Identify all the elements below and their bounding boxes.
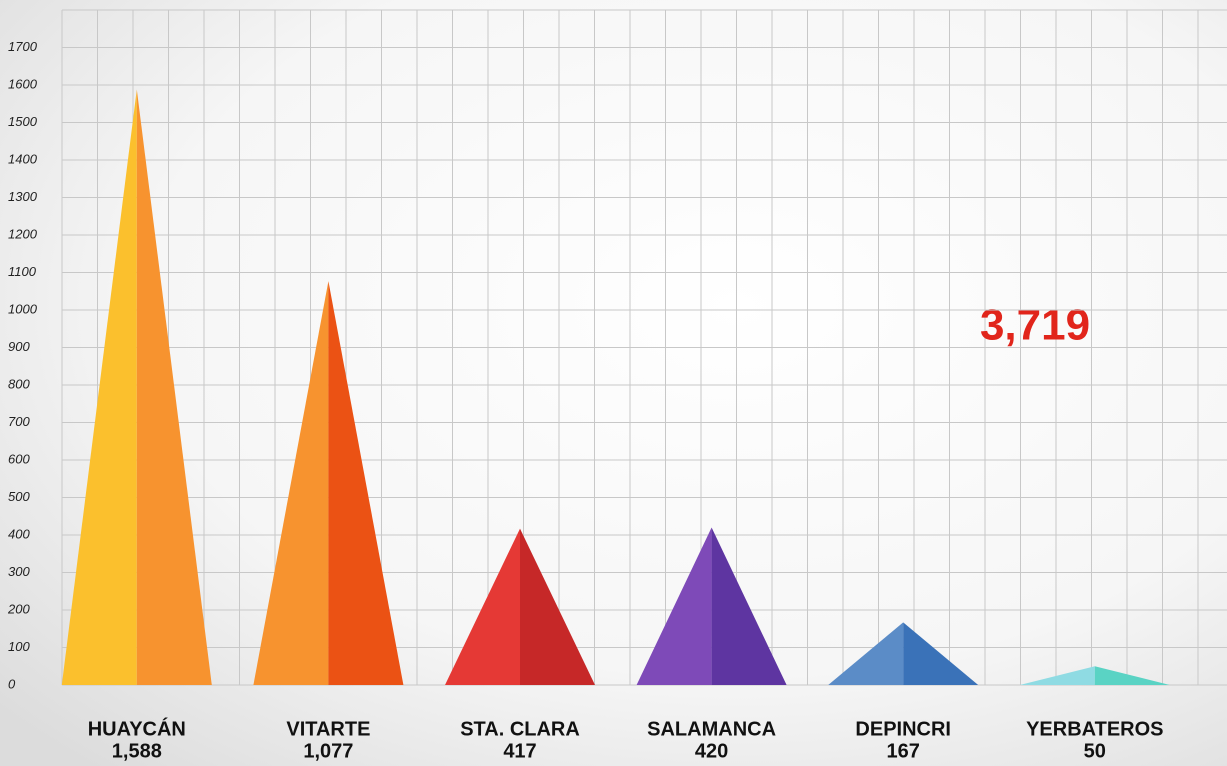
y-tick-label: 1600 (8, 76, 38, 91)
y-tick-label: 900 (8, 339, 30, 354)
triangle-bar (636, 527, 787, 685)
value-label: 420 (695, 740, 728, 762)
y-tick-label: 1700 (8, 39, 38, 54)
triangle-right (328, 281, 404, 685)
y-tick-label: 0 (8, 676, 16, 691)
triangle-bar (61, 89, 212, 685)
y-tick-label: 1300 (8, 189, 38, 204)
triangle-left (1019, 666, 1095, 685)
y-tick-label: 600 (8, 451, 30, 466)
x-tick-label: SALAMANCA (647, 718, 776, 740)
triangle-left (445, 528, 520, 685)
y-tick-label: 800 (8, 376, 30, 391)
y-tick-label: 100 (8, 639, 30, 654)
triangle-left (61, 89, 137, 685)
y-tick-label: 1100 (8, 264, 37, 279)
y-tick-label: 500 (8, 489, 30, 504)
value-label: 50 (1084, 740, 1106, 762)
y-tick-label: 1000 (8, 301, 38, 316)
value-label: 417 (503, 740, 536, 762)
x-tick-label: DEPINCRI (855, 718, 951, 740)
y-tick-label: 400 (8, 526, 30, 541)
y-tick-label: 1200 (8, 226, 38, 241)
y-tick-label: 200 (7, 601, 30, 616)
triangle-bar (828, 622, 979, 685)
triangle-right (520, 528, 595, 685)
y-tick-label: 300 (8, 564, 30, 579)
x-tick-label: STA. CLARA (460, 718, 580, 740)
x-tick-label: HUAYCÁN (88, 717, 186, 740)
value-label: 167 (887, 740, 920, 762)
triangle-right (1094, 666, 1170, 685)
value-label: 1,077 (303, 740, 353, 762)
x-tick-label: VITARTE (286, 718, 370, 740)
y-tick-label: 1500 (8, 114, 38, 129)
triangle-right (903, 622, 979, 685)
triangle-left (828, 622, 904, 685)
triangle-right (136, 89, 212, 685)
triangle-bar (253, 281, 404, 685)
x-tick-label: YERBATEROS (1026, 718, 1163, 740)
y-tick-label: 1400 (8, 151, 38, 166)
triangle-right (711, 527, 787, 685)
triangle-left (636, 527, 712, 685)
y-tick-label: 700 (8, 414, 30, 429)
value-label: 1,588 (112, 740, 162, 762)
triangle-bar (1019, 666, 1170, 685)
triangle-left (253, 281, 329, 685)
total-annotation: 3,719 (980, 301, 1090, 350)
triangle-bar (445, 528, 595, 685)
